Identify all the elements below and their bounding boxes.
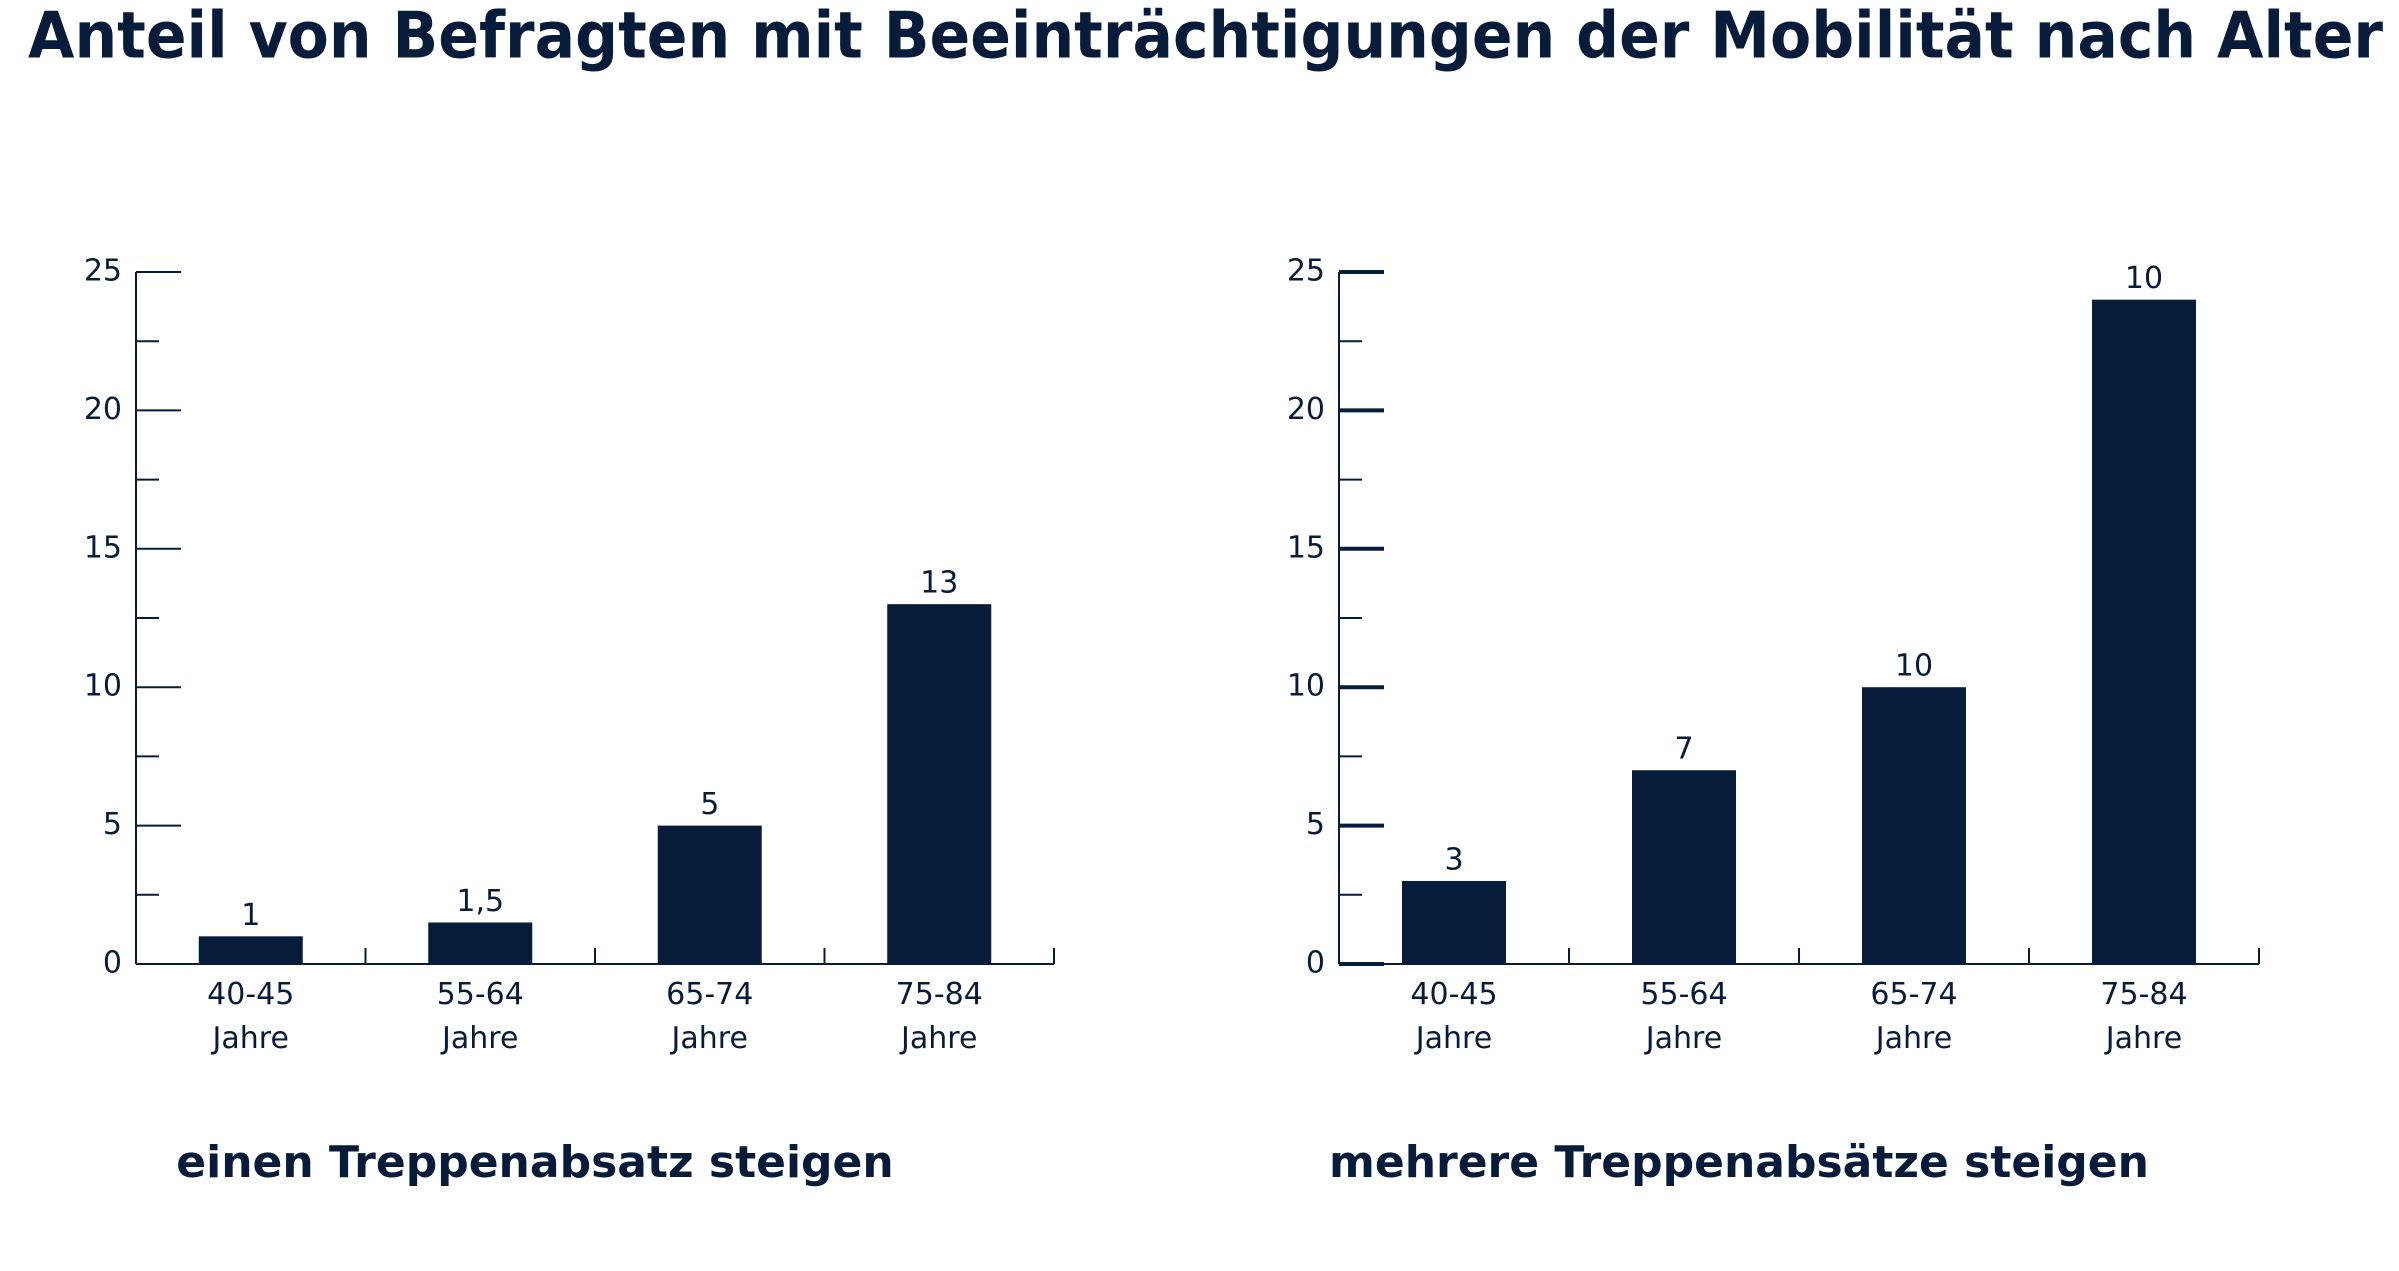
y-tick-label: 20 — [84, 392, 122, 427]
y-tick-label: 0 — [1306, 946, 1325, 981]
y-tick-label: 5 — [103, 807, 122, 842]
bar — [1402, 880, 1506, 964]
value-label: 1,5 — [456, 884, 504, 919]
bar — [887, 604, 992, 964]
x-tick-label: 75-84 Jahre — [895, 977, 983, 1056]
y-tick-label: 15 — [1287, 530, 1325, 565]
value-label: 10 — [2125, 261, 2163, 296]
bar — [428, 922, 533, 964]
page-title: Anteil von Befragten mit Beeinträchtigun… — [28, 0, 2383, 74]
x-tick-label: 65-74 Jahre — [666, 977, 754, 1056]
bar — [198, 936, 303, 964]
bar — [2092, 299, 2196, 964]
y-tick-label: 5 — [1306, 807, 1325, 842]
x-tick-label: 40-45 Jahre — [1410, 977, 1498, 1056]
y-tick-label: 10 — [1287, 669, 1325, 704]
value-label: 10 — [1895, 649, 1933, 684]
value-label: 5 — [700, 787, 719, 822]
y-tick-label: 10 — [84, 669, 122, 704]
bar — [1862, 687, 1966, 964]
x-tick-label: 55-64 Jahre — [1640, 977, 1728, 1056]
x-tick-label: 40-45 Jahre — [207, 977, 295, 1056]
y-tick-label: 20 — [1287, 392, 1325, 427]
y-tick-label: 25 — [1287, 254, 1325, 289]
x-tick-label: 65-74 Jahre — [1870, 977, 1958, 1056]
value-label: 7 — [1674, 732, 1693, 767]
value-label: 3 — [1444, 842, 1463, 877]
value-label: 13 — [920, 566, 958, 601]
value-label: 1 — [241, 898, 260, 933]
y-tick-label: 25 — [84, 254, 122, 289]
chart-subtitle: mehrere Treppenabsätze steigen — [1329, 1137, 2149, 1188]
chart-subtitle: einen Treppenabsatz steigen — [176, 1137, 893, 1188]
bar — [657, 825, 762, 964]
bar — [1632, 770, 1736, 964]
y-tick-label: 0 — [103, 946, 122, 981]
y-tick-label: 15 — [84, 530, 122, 565]
x-tick-label: 55-64 Jahre — [436, 977, 524, 1056]
x-tick-label: 75-84 Jahre — [2100, 977, 2188, 1056]
